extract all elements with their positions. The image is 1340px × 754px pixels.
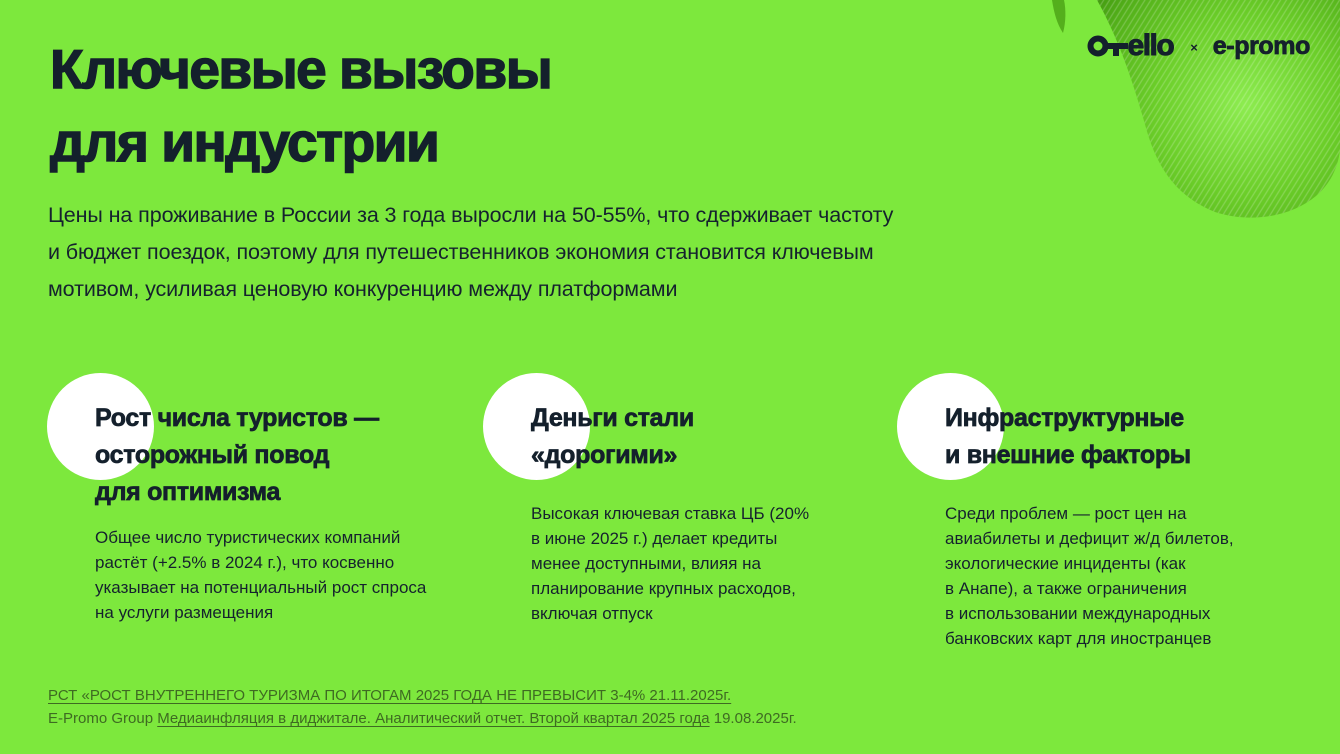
decorative-circle [897, 373, 1004, 480]
brand-separator-icon: × [1190, 40, 1198, 55]
text-line: Цены на проживание в России за 3 года вы… [48, 203, 894, 227]
card-body: Высокая ключевая ставка ЦБ (20% в июне 20… [531, 501, 881, 626]
text-line: указывает на потенциальный рост спроса [95, 578, 427, 597]
otello-key-icon [1087, 35, 1128, 57]
text-line: банковских карт для иностранцев [945, 629, 1212, 648]
blob-svg [1052, 0, 1340, 218]
source-link-epromo-report[interactable]: Медиаинфляция в диджитале. Аналитический… [157, 710, 710, 727]
source-prefix: E-Promo Group [48, 710, 158, 727]
source-line-2: E-Promo Group Медиаинфляция в диджитале.… [48, 707, 797, 730]
text-line: планирование крупных расходов, [531, 579, 796, 598]
text-line: Среди проблем — рост цен на [945, 504, 1187, 523]
corner-texture-blob [1040, 0, 1340, 255]
text-line: Высокая ключевая ставка ЦБ (20% [531, 504, 810, 523]
text-line: осторожный повод [95, 441, 330, 470]
challenge-card-expensive-money: Деньги стали «дорогими» Высокая ключевая … [483, 373, 881, 626]
text-line: «дорогими» [531, 441, 678, 470]
text-line: растёт (+2.5% в 2024 г.), что косвенно [95, 553, 395, 572]
text-line: для оптимизма [95, 478, 281, 507]
page-title: Ключевые вызовы для индустрии [49, 33, 553, 179]
text-line: экологические инциденты (как [945, 554, 1186, 573]
card-heading: Деньги стали «дорогими» [531, 400, 881, 474]
otello-wordmark: ello [1127, 29, 1175, 62]
source-link-rst[interactable]: РСТ «РОСТ ВНУТРЕННЕГО ТУРИЗМА ПО ИТОГАМ … [48, 687, 732, 704]
decorative-circle [483, 373, 590, 480]
text-line: на услуги размещения [95, 603, 274, 622]
decorative-circle [47, 373, 154, 480]
source-line-1: РСТ «РОСТ ВНУТРЕННЕГО ТУРИЗМА ПО ИТОГАМ … [48, 684, 797, 707]
text-line: в Анапе), а также ограничения [945, 579, 1187, 598]
text-line: авиабилеты и дефицит ж/д билетов, [945, 529, 1234, 548]
text-line: для индустрии [49, 110, 440, 173]
intro-paragraph: Цены на проживание в России за 3 года вы… [48, 197, 893, 308]
text-line: и внешние факторы [945, 441, 1192, 470]
card-body: Общее число туристических компаний растёт… [95, 525, 475, 625]
text-line: менее доступными, влияя на [531, 554, 761, 573]
epromo-wordmark: e-promo [1212, 32, 1310, 61]
text-line: мотивом, усиливая ценовую конкуренцию ме… [48, 277, 678, 301]
text-line: Ключевые вызовы [49, 37, 553, 100]
text-line: и бюджет поездок, поэтому для путешестве… [48, 240, 874, 264]
sources-footer: РСТ «РОСТ ВНУТРЕННЕГО ТУРИЗМА ПО ИТОГАМ … [48, 684, 797, 730]
text-line: Общее число туристических компаний [95, 528, 401, 547]
text-line: Деньги стали [531, 404, 695, 433]
text-line: в июне 2025 г.) делает кредиты [531, 529, 778, 548]
text-line: Инфраструктурные [945, 404, 1185, 433]
text-line: в использовании международных [945, 604, 1211, 623]
card-body: Среди проблем — рост цен на авиабилеты и … [945, 501, 1295, 651]
source-suffix: 19.08.2025г. [709, 710, 797, 727]
text-line: включая отпуск [531, 604, 653, 623]
brand-lockup: ello × e-promo [1087, 29, 1311, 62]
card-heading: Рост числа туристов — осторожный повод для… [95, 400, 475, 511]
challenge-card-infrastructure: Инфраструктурные и внешние факторы Среди … [897, 373, 1295, 651]
text-line: Рост числа туристов — [95, 404, 380, 433]
challenge-card-tourist-growth: Рост числа туристов — осторожный повод для… [47, 373, 475, 625]
card-heading: Инфраструктурные и внешние факторы [945, 400, 1295, 474]
